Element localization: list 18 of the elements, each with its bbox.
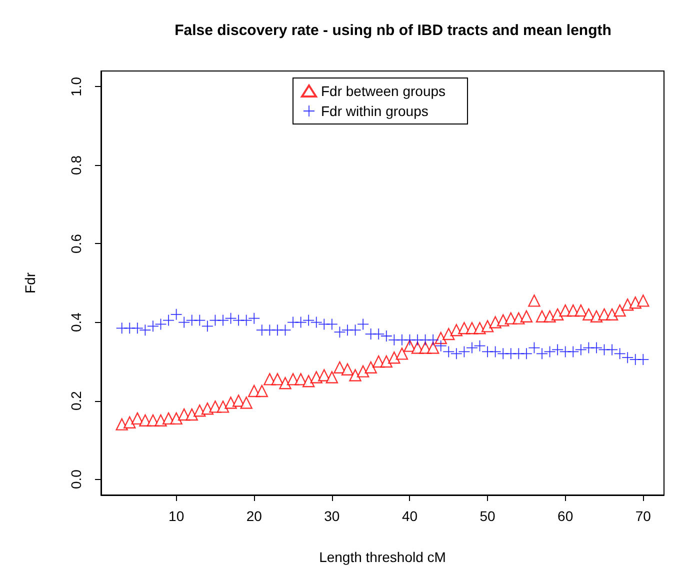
y-tick-label: 0.6 (68, 234, 84, 254)
y-tick-label: 1.0 (68, 76, 84, 96)
y-tick-label: 0.8 (68, 155, 84, 175)
chart-title: False discovery rate - using nb of IBD tracts and mean length (174, 22, 612, 39)
x-tick-label: 20 (246, 508, 262, 524)
x-tick-label: 50 (480, 508, 496, 524)
x-tick-label: 30 (324, 508, 340, 524)
legend-label: Fdr between groups (321, 83, 446, 99)
legend-label: Fdr within groups (321, 103, 428, 119)
x-axis-title: Length threshold cM (319, 549, 446, 565)
y-tick-label: 0.0 (68, 469, 84, 490)
y-tick-label: 0.4 (68, 312, 84, 332)
x-tick-label: 70 (635, 508, 652, 524)
y-axis-title: Fdr (22, 272, 38, 294)
x-tick-label: 60 (558, 508, 574, 524)
y-tick-label: 0.2 (68, 390, 84, 411)
x-tick-label: 10 (168, 508, 184, 524)
x-tick-label: 40 (402, 508, 418, 524)
